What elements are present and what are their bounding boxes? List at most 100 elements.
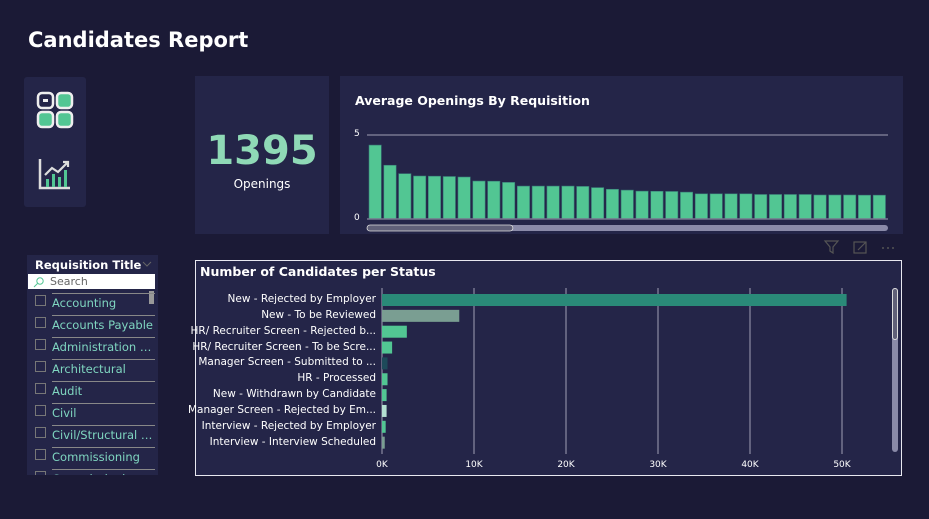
category-label: New - Rejected by Employer: [227, 293, 376, 305]
bar[interactable]: [382, 294, 847, 306]
category-label: Interview - Interview Scheduled: [209, 435, 376, 448]
bar[interactable]: [843, 194, 857, 220]
x-tick-label: 30K: [649, 460, 667, 470]
requisition-title-slicer: Requisition Title Search Accounting Accou…: [27, 255, 158, 475]
checkbox[interactable]: [35, 405, 46, 416]
visual-header: [823, 240, 894, 255]
chevron-down-icon[interactable]: [142, 261, 152, 267]
bar[interactable]: [531, 185, 545, 220]
category-label: HR/ Recruiter Screen - Rejected b...: [190, 324, 377, 337]
checkbox[interactable]: [35, 471, 46, 475]
slicer-item[interactable]: Audit: [27, 378, 155, 400]
scrollbar[interactable]: [149, 291, 154, 304]
slicer-item-label: Administration (G...: [52, 337, 155, 354]
checkbox[interactable]: [35, 361, 46, 372]
bar[interactable]: [382, 373, 388, 386]
bar[interactable]: [428, 175, 441, 220]
scrollbar-thumb[interactable]: [892, 288, 898, 340]
candidates-per-status-chart: Number of Candidates per Status New - Re…: [188, 260, 902, 476]
scrollbar[interactable]: [892, 288, 898, 452]
bar[interactable]: [724, 193, 738, 220]
x-tick-label: 0K: [376, 460, 389, 470]
bar[interactable]: [769, 194, 783, 220]
checkbox[interactable]: [35, 317, 46, 328]
bar[interactable]: [680, 191, 694, 220]
openings-value: 1395: [206, 128, 318, 174]
slicer-item[interactable]: Commissioning: [27, 444, 155, 466]
category-label: New - To be Reviewed: [261, 308, 376, 321]
bar[interactable]: [665, 191, 679, 220]
bar[interactable]: [694, 193, 708, 220]
bar[interactable]: [709, 193, 723, 220]
slicer-item-label: Accounts Payable: [52, 315, 155, 332]
growth-chart-icon[interactable]: [38, 157, 72, 191]
bar[interactable]: [502, 182, 516, 220]
bar[interactable]: [382, 341, 393, 354]
checkbox[interactable]: [35, 449, 46, 460]
more-options-icon[interactable]: [882, 247, 894, 249]
bar[interactable]: [828, 194, 842, 220]
filter-icon[interactable]: [823, 240, 840, 255]
dashboard-grid-icon[interactable]: [36, 91, 74, 129]
chart-title: Number of Candidates per Status: [200, 264, 436, 279]
checkbox[interactable]: [35, 339, 46, 350]
checkbox[interactable]: [35, 383, 46, 394]
bar[interactable]: [561, 185, 575, 220]
slicer-title: Requisition Title: [35, 258, 142, 272]
bar[interactable]: [382, 420, 386, 433]
bar[interactable]: [472, 180, 486, 220]
bar[interactable]: [382, 404, 387, 417]
openings-label: Openings: [233, 177, 291, 191]
bar[interactable]: [576, 186, 590, 220]
bar-plot: 0K 10K 20K 30K 40K 50K: [376, 288, 852, 470]
bar[interactable]: [783, 194, 797, 220]
search-icon: [33, 277, 44, 288]
bar[interactable]: [516, 185, 530, 220]
bar[interactable]: [813, 194, 827, 220]
bar[interactable]: [754, 194, 768, 220]
scrollbar-thumb[interactable]: [366, 224, 514, 232]
slicer-item[interactable]: Architectural: [27, 356, 155, 378]
bar[interactable]: [650, 190, 664, 220]
slicer-item[interactable]: Commissioning (E...: [27, 466, 155, 475]
bar[interactable]: [382, 389, 387, 402]
bar[interactable]: [872, 194, 886, 220]
slicer-item[interactable]: Accounting: [27, 290, 155, 312]
slicer-item[interactable]: Administration (G...: [27, 334, 155, 356]
bar[interactable]: [546, 185, 560, 220]
y-tick-label: 0: [354, 213, 360, 223]
bar[interactable]: [382, 325, 407, 338]
chart-title: Average Openings By Requisition: [355, 93, 590, 108]
bar[interactable]: [620, 189, 634, 220]
bar[interactable]: [591, 187, 605, 220]
search-input[interactable]: Search: [28, 274, 155, 289]
x-tick-label: 50K: [833, 460, 851, 470]
x-tick-label: 20K: [557, 460, 575, 470]
bar[interactable]: [739, 193, 753, 220]
category-label: HR - Processed: [297, 372, 376, 385]
bar[interactable]: [605, 188, 619, 220]
bar[interactable]: [798, 194, 812, 220]
bar[interactable]: [383, 164, 397, 220]
bar[interactable]: [487, 180, 501, 220]
slicer-item-label: Commissioning (E...: [52, 469, 155, 475]
bar[interactable]: [382, 357, 388, 370]
bar[interactable]: [442, 176, 456, 220]
slicer-item-label: Accounting: [52, 293, 155, 310]
focus-mode-icon[interactable]: [853, 241, 867, 254]
bar[interactable]: [858, 194, 871, 220]
bar[interactable]: [382, 309, 460, 322]
x-tick-label: 40K: [741, 460, 759, 470]
slicer-item[interactable]: Accounts Payable: [27, 312, 155, 334]
bar[interactable]: [368, 144, 382, 220]
bar[interactable]: [413, 175, 427, 220]
bar[interactable]: [398, 173, 412, 220]
bar[interactable]: [635, 190, 649, 220]
slicer-item[interactable]: Civil: [27, 400, 155, 422]
slicer-item-label: Civil/Structural De...: [52, 425, 155, 442]
bar[interactable]: [382, 436, 385, 449]
checkbox[interactable]: [35, 295, 46, 306]
slicer-item[interactable]: Civil/Structural De...: [27, 422, 155, 444]
checkbox[interactable]: [35, 427, 46, 438]
bar[interactable]: [457, 176, 471, 220]
